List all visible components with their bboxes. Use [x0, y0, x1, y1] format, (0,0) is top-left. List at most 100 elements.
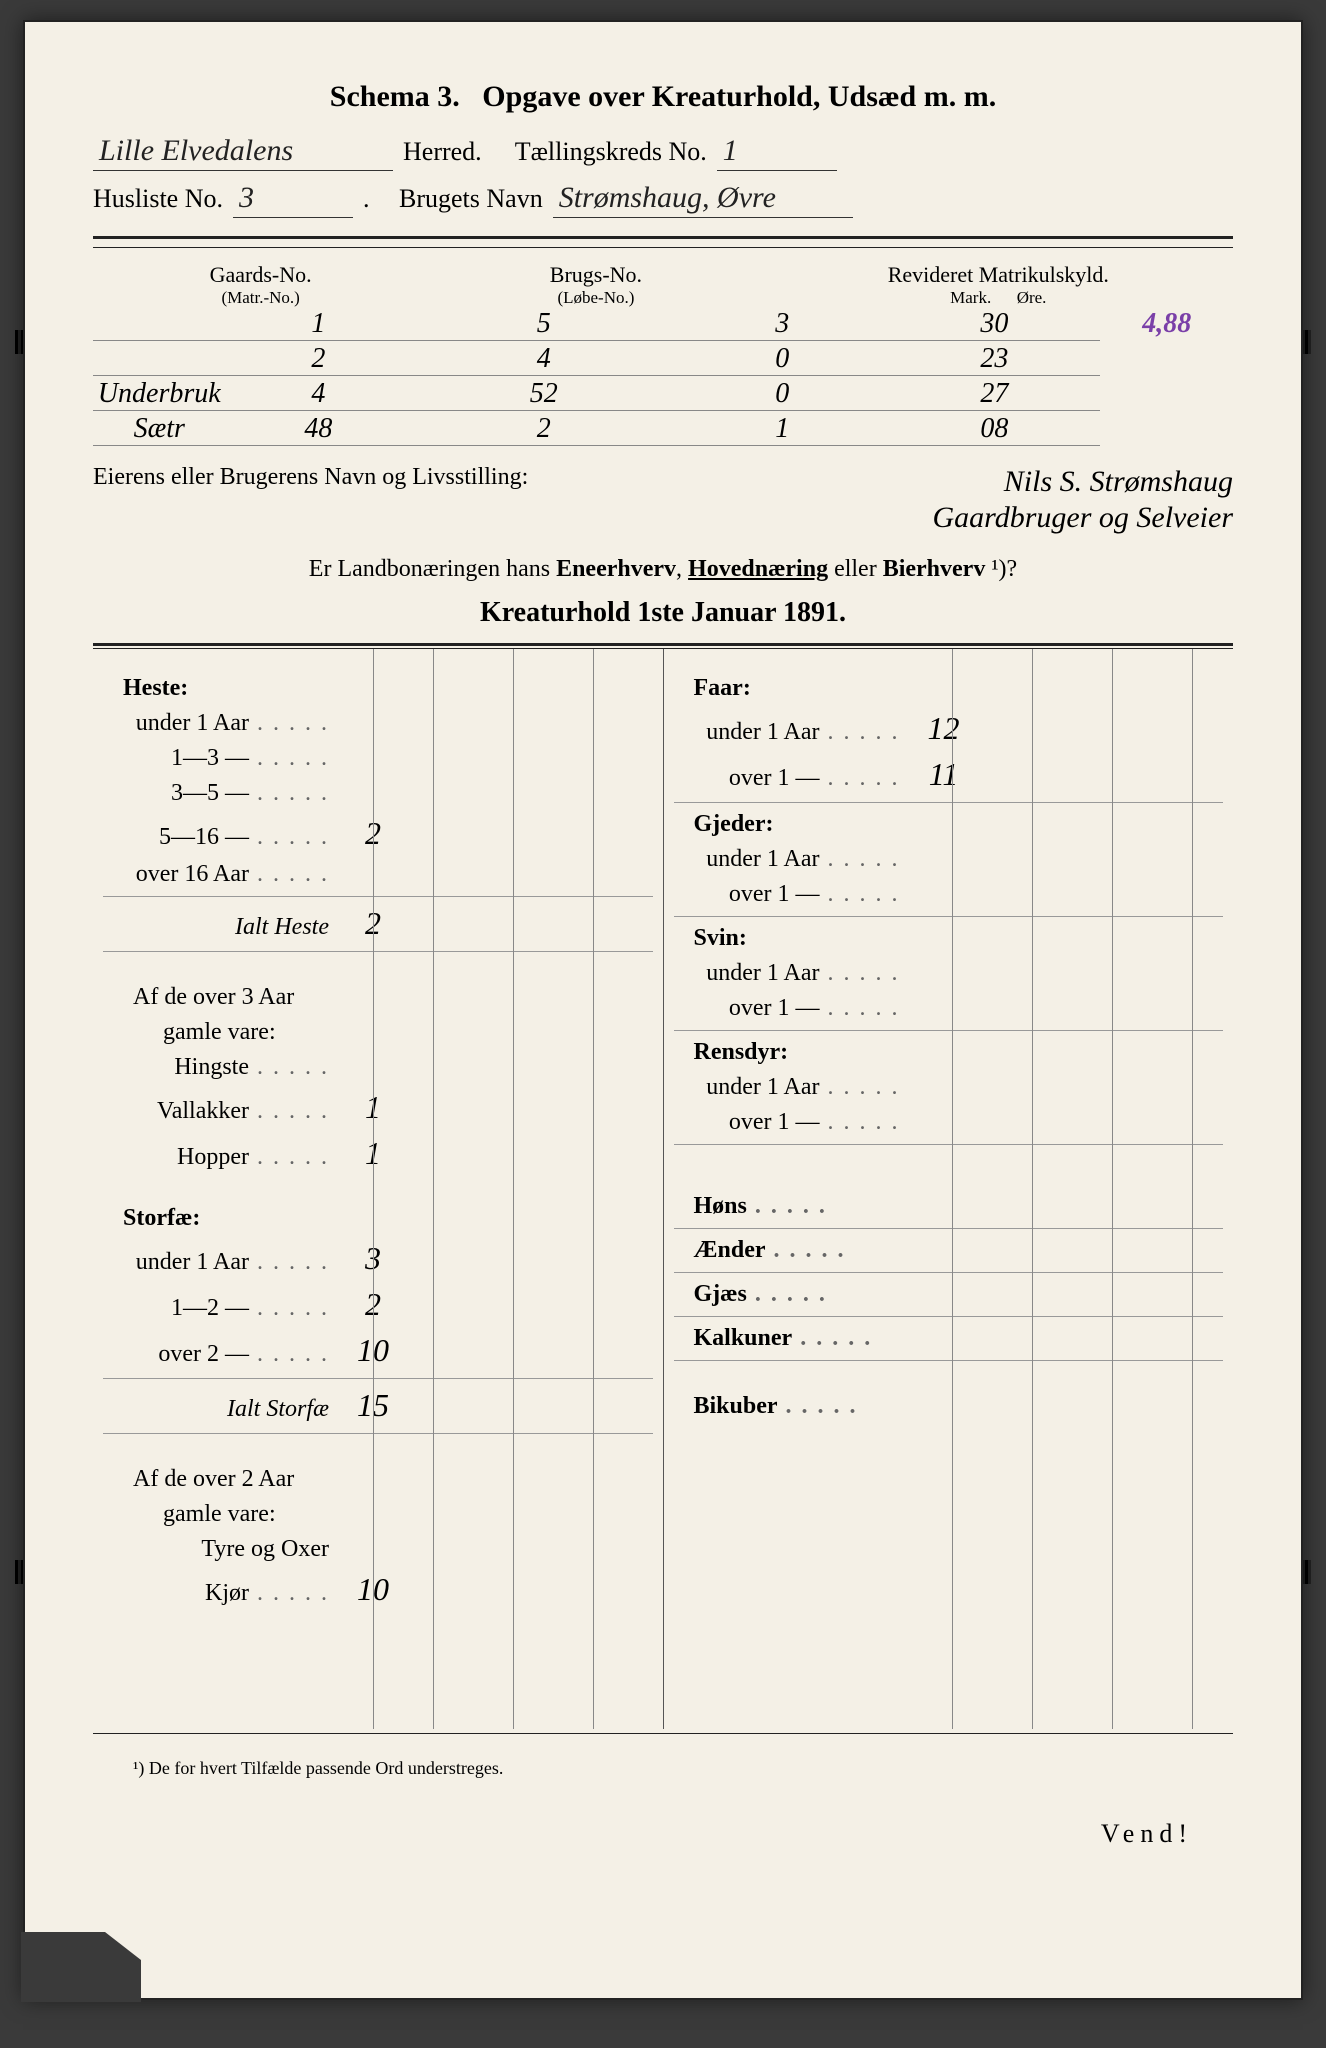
row-label: under 1 Aar [674, 960, 914, 987]
schema-label: Schema 3. [330, 80, 460, 113]
mark-label: Mark. [950, 288, 991, 307]
cell: 2 [411, 413, 676, 446]
footnote: ¹) De for hvert Tilfælde passende Ord un… [93, 1758, 1233, 1779]
grid-line [1112, 649, 1113, 1729]
sub-head: gamle vare: [103, 1019, 343, 1046]
row-label: 5—16 — [103, 824, 343, 851]
cell: 2 [226, 343, 412, 376]
row-label: over 1 — [674, 765, 914, 792]
cell: 48 [226, 413, 412, 446]
row-val: 11 [914, 756, 974, 794]
cell: 52 [411, 378, 676, 411]
row-label: under 1 Aar [674, 846, 914, 873]
row-label: Hingste [103, 1054, 343, 1081]
herred-label: Herred. [403, 137, 482, 167]
torn-corner [21, 1932, 141, 2002]
owner-name: Nils S. Strømshaug [1004, 465, 1233, 498]
faar-head: Faar: [674, 675, 914, 702]
side-note [93, 343, 226, 376]
vend: Vend! [93, 1819, 1233, 1849]
brug-label: Brugets Navn [399, 184, 543, 214]
grid-line [1192, 649, 1193, 1729]
herred-value: Lille Elvedalens [93, 134, 393, 171]
title-text: Opgave over Kreaturhold, Udsæd m. m. [482, 80, 996, 113]
row-val [914, 900, 974, 901]
grid-line [952, 649, 953, 1729]
brug-value: Strømshaug, Øvre [553, 181, 853, 218]
row-label: under 1 Aar [674, 719, 914, 746]
herred-line: Lille Elvedalens Herred. Tællingskreds N… [93, 134, 1233, 171]
husliste-value: 3 [233, 181, 353, 218]
side-note: Underbruk [93, 378, 226, 411]
row-label: over 1 — [674, 1109, 914, 1136]
svin-head: Svin: [674, 925, 914, 952]
row-label: 3—5 — [103, 780, 343, 807]
row-label: Tyre og Oxer [103, 1536, 343, 1563]
rule [93, 236, 1233, 239]
row-label: Ialt Heste [103, 914, 343, 941]
cell: 1 [676, 413, 888, 446]
data-columns: Heste: under 1 Aar 1—3 — 3—5 — 5—16 —2 o… [93, 649, 1233, 1729]
gjaes: Gjæs [674, 1281, 914, 1308]
cell: 5 [411, 308, 676, 341]
q-opt2: Hovednæring [688, 556, 828, 582]
cell: 08 [888, 413, 1100, 446]
owner-occupation: Gaardbruger og Selveier [933, 501, 1234, 534]
gjeder-head: Gjeder: [674, 811, 914, 838]
cell: 3 [676, 308, 888, 341]
cell: 27 [888, 378, 1100, 411]
cell: 4 [226, 378, 412, 411]
skyld-label: Revideret Matrikulskyld. [764, 262, 1233, 288]
row-val [914, 1014, 974, 1015]
sub-head: Af de over 2 Aar [103, 1466, 343, 1493]
q-prefix: Er Landbonæringen hans [309, 556, 556, 582]
gaard-label: Gaards-No. [93, 262, 428, 288]
q-suffix: ¹)? [991, 556, 1017, 582]
row-label: 1—2 — [103, 1295, 343, 1322]
grid-line [433, 649, 434, 1729]
brugs-sub: (Løbe-No.) [428, 288, 763, 308]
rule [93, 247, 1233, 248]
row-label: under 1 Aar [103, 710, 343, 737]
grid-line [1032, 649, 1033, 1729]
row-label: over 2 — [103, 1341, 343, 1368]
row-label: Vallakker [103, 1098, 343, 1125]
cell: 23 [888, 343, 1100, 376]
row-val [914, 979, 974, 980]
kreds-value: 1 [717, 134, 837, 171]
left-column: Heste: under 1 Aar 1—3 — 3—5 — 5—16 —2 o… [93, 649, 664, 1729]
side-note: Sætr [93, 413, 226, 446]
grid-line [593, 649, 594, 1729]
kalkuner: Kalkuner [674, 1325, 914, 1352]
document-page: Schema 3. Opgave over Kreaturhold, Udsæd… [23, 20, 1303, 2000]
rensdyr-head: Rensdyr: [674, 1039, 914, 1066]
q-opt3: Bierhverv [883, 556, 986, 582]
row-label: 1—3 — [103, 745, 343, 772]
side-note [93, 308, 226, 341]
title: Schema 3. Opgave over Kreaturhold, Udsæd… [93, 80, 1233, 114]
right-column: Faar: under 1 Aar12 over 1 —11 Gjeder: u… [664, 649, 1234, 1729]
ore-label: Øre. [1017, 288, 1047, 307]
sub-head: Af de over 3 Aar [103, 984, 343, 1011]
row-label: under 1 Aar [103, 1249, 343, 1276]
cell: 0 [676, 378, 888, 411]
sub-head: gamle vare: [103, 1501, 343, 1528]
matrix-header: Gaards-No. (Matr.-No.) Brugs-No. (Løbe-N… [93, 262, 1233, 308]
grid-line [373, 649, 374, 1729]
row-label: Ialt Storfæ [103, 1396, 343, 1423]
section-title: Kreaturhold 1ste Januar 1891. [93, 597, 1233, 629]
row-val [914, 1093, 974, 1094]
gaard-sub: (Matr.-No.) [93, 288, 428, 308]
row-label: over 16 Aar [103, 861, 343, 888]
cell: 0 [676, 343, 888, 376]
row-label: under 1 Aar [674, 1074, 914, 1101]
row-label: Kjør [103, 1580, 343, 1607]
rule [93, 1733, 1233, 1734]
owner-label: Eierens eller Brugerens Navn og Livsstil… [93, 464, 528, 490]
row-label: Hopper [103, 1144, 343, 1171]
aender: Ænder [674, 1237, 914, 1264]
q-opt1: Eneerhverv [556, 556, 676, 582]
row-label: over 1 — [674, 995, 914, 1022]
storfae-head: Storfæ: [103, 1205, 343, 1232]
row-val [914, 865, 974, 866]
